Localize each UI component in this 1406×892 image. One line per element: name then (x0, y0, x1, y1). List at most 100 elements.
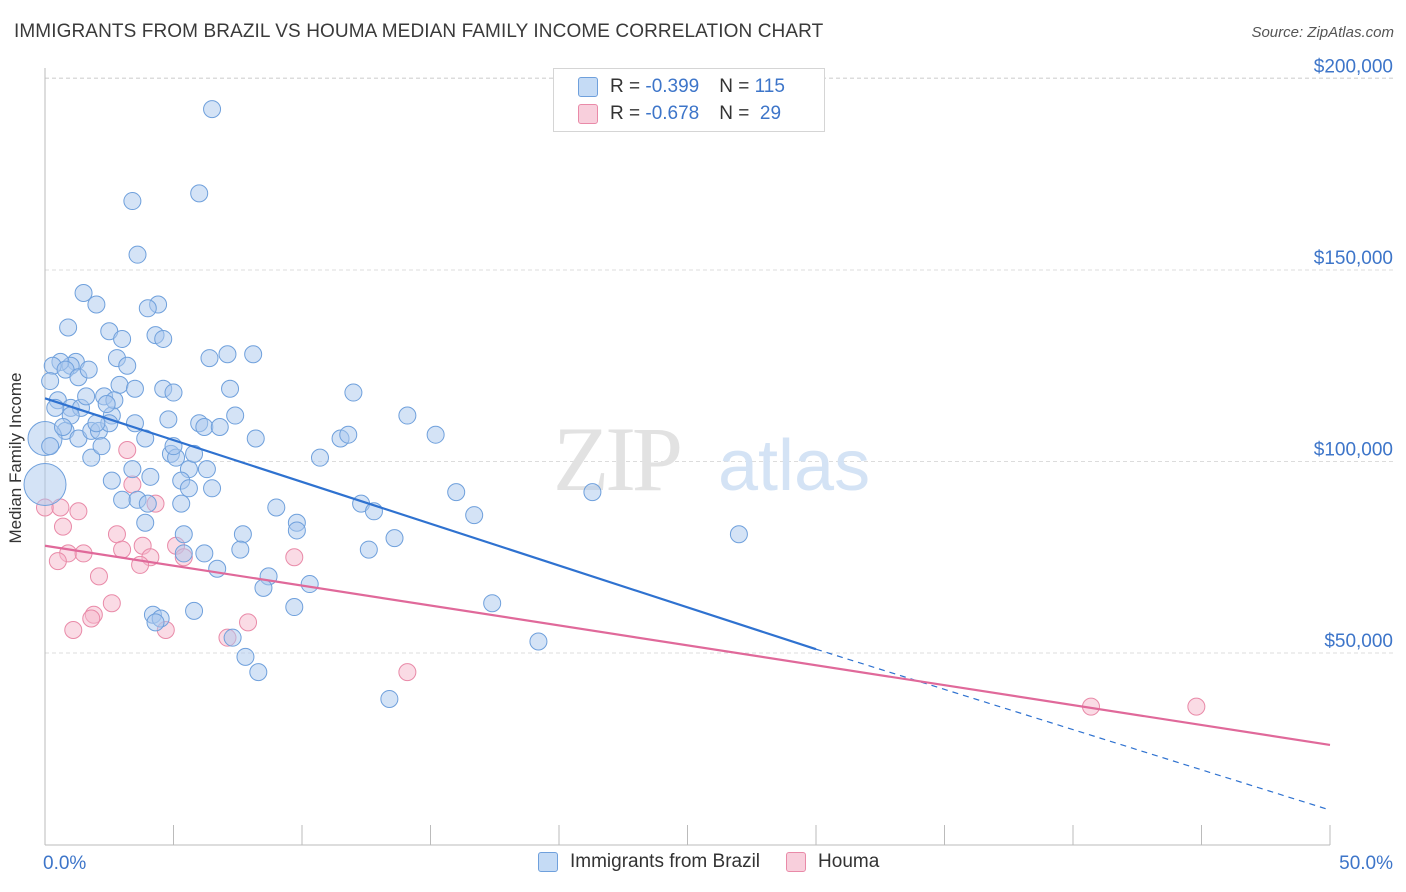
grid-lines (45, 77, 1395, 654)
brazil-point (79, 360, 98, 379)
brazil-point (249, 663, 268, 682)
legend-r-label: R = (610, 76, 646, 97)
tick-labels: $50,000 $100,000 $150,000 $200,000 0.0% 50.0% (43, 57, 1393, 875)
brazil-point (465, 506, 484, 525)
chart-title: IMMIGRANTS FROM BRAZIL VS HOUMA MEDIAN F… (14, 21, 824, 42)
houma-point (102, 594, 121, 613)
brazil-point (59, 318, 78, 337)
brazil-point (185, 444, 204, 463)
series-label-houma: Houma (818, 851, 880, 872)
x-tick-label-min: 0.0% (43, 853, 86, 874)
chart-source: Source: ZipAtlas.com (1251, 24, 1394, 41)
series-label-brazil: Immigrants from Brazil (570, 851, 761, 872)
brazil-point (125, 379, 144, 398)
brazil-point (164, 383, 183, 402)
brazil-points (23, 100, 748, 708)
brazil-point (138, 494, 157, 513)
legend-n-label: N = (719, 103, 755, 124)
brazil-point (53, 418, 72, 437)
legend-n-value: 29 (754, 103, 782, 124)
brazil-point (172, 494, 191, 513)
brazil-point (87, 295, 106, 314)
brazil-point (123, 192, 142, 211)
brazil-point (359, 540, 378, 559)
brazil-point (344, 383, 363, 402)
brazil-point (190, 184, 209, 203)
brazil-point (287, 521, 306, 540)
brazil-point (113, 329, 132, 348)
brazil-point (195, 544, 214, 563)
brazil-point (125, 414, 144, 433)
brazil-point (223, 628, 242, 647)
watermark: ZIP atlas (553, 408, 870, 510)
brazil-point (236, 647, 255, 666)
houma-point (239, 613, 258, 632)
brazil-point (174, 525, 193, 544)
series-legend: Immigrants from Brazil Houma (538, 851, 905, 873)
brazil-point (128, 245, 147, 264)
brazil-point (208, 559, 227, 578)
houma-point (107, 525, 126, 544)
brazil-point (729, 525, 748, 544)
brazil-point (231, 540, 250, 559)
brazil-point (447, 483, 466, 502)
brazil-point (136, 513, 155, 532)
houma-point (69, 502, 88, 521)
brazil-point (74, 283, 93, 302)
legend-r-value: -0.399 (645, 76, 700, 97)
x-tick-label-max: 50.0% (1339, 853, 1393, 874)
brazil-point (300, 575, 319, 594)
houma-point (48, 552, 67, 571)
legend-swatch-brazil (578, 77, 598, 97)
legend-swatch-houma (578, 104, 598, 124)
legend-r-value: -0.678 (645, 103, 700, 124)
houma-trend-line (44, 544, 1331, 747)
brazil-point (200, 349, 219, 368)
legend-row-brazil: R = -0.399 N = 115 (578, 75, 785, 99)
brazil-point (174, 544, 193, 563)
brazil-point (97, 395, 116, 414)
brazil-trend-line (44, 397, 817, 651)
brazil-trend-extension (815, 648, 1331, 811)
brazil-point (310, 448, 329, 467)
brazil-point (483, 594, 502, 613)
brazil-point (221, 379, 240, 398)
brazil-point (82, 448, 101, 467)
series-legend-item-brazil: Immigrants from Brazil (538, 851, 760, 873)
houma-point (89, 567, 108, 586)
houma-point (113, 540, 132, 559)
brazil-point (197, 460, 216, 479)
brazil-point (218, 345, 237, 364)
brazil-point (210, 418, 229, 437)
brazil-point (203, 479, 222, 498)
watermark-atlas: atlas (718, 426, 870, 506)
brazil-point (339, 425, 358, 444)
brazil-point (23, 462, 67, 506)
brazil-point (203, 100, 222, 119)
brazil-point (583, 483, 602, 502)
brazil-point (102, 471, 121, 490)
brazil-point (138, 299, 157, 318)
houma-point (118, 441, 137, 460)
legend-r-label: R = (610, 103, 646, 124)
legend-row-houma: R = -0.678 N = 29 (578, 102, 781, 126)
brazil-point (92, 437, 111, 456)
houma-point (82, 609, 101, 628)
brazil-point (226, 406, 245, 425)
correlation-legend: R = -0.399 N = 115 R = -0.678 N = 29 (553, 68, 825, 132)
houma-point (285, 548, 304, 567)
y-tick-label: $200,000 (1314, 57, 1393, 78)
brazil-point (267, 498, 286, 517)
brazil-point (41, 437, 60, 456)
houma-point (1187, 697, 1206, 716)
brazil-point (246, 429, 265, 448)
brazil-point (77, 387, 96, 406)
legend-n-label: N = (719, 76, 755, 97)
houma-point (64, 621, 83, 640)
brazil-point (154, 329, 173, 348)
brazil-point (426, 425, 445, 444)
series-swatch-brazil (538, 852, 558, 872)
brazil-point (285, 598, 304, 617)
watermark-zip: ZIP (553, 408, 680, 510)
houma-point (123, 475, 142, 494)
